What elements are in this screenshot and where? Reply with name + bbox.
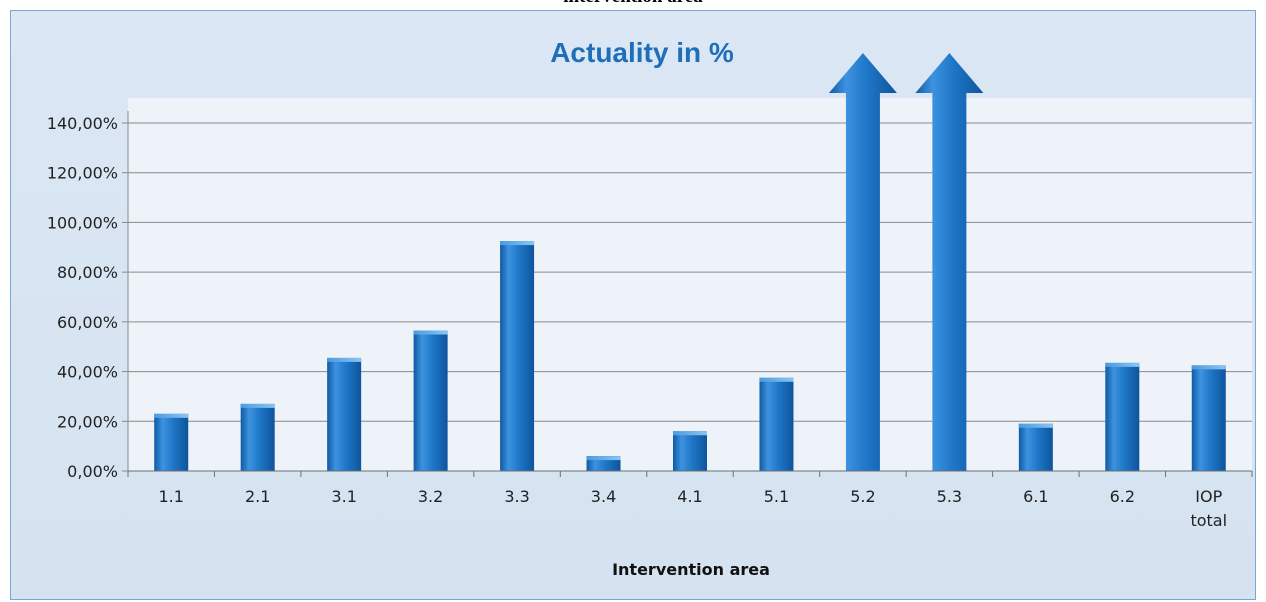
y-tick-label: 100,00%: [47, 213, 118, 232]
bar-cap: [154, 413, 189, 418]
bar-arrow-5.3: [915, 53, 984, 471]
bar-cap: [1191, 365, 1226, 370]
bar-6.1: [1018, 423, 1053, 471]
x-tick-label: 2.1: [245, 487, 270, 506]
page-caption: intervention area: [0, 0, 1266, 8]
chart-title: Actuality in %: [550, 37, 734, 68]
y-tick-label: 20,00%: [57, 412, 118, 431]
y-tick-label: 140,00%: [47, 114, 118, 133]
bar-cap: [1018, 423, 1053, 428]
x-axis-title: Intervention area: [612, 560, 770, 579]
x-tick-label: 6.2: [1110, 487, 1135, 506]
bar-4.1: [673, 431, 707, 471]
x-tick-label: 3.2: [418, 487, 443, 506]
x-tick-label: 3.3: [504, 487, 529, 506]
x-tick-label: 5.2: [850, 487, 875, 506]
x-tick-label: IOP total: [1190, 487, 1227, 530]
y-axis-ticks: 0,00% 20,00% 40,00% 60,00% 80,00% 100,00% 120,…: [47, 114, 128, 481]
bar-chart: 0,00% 20,00% 40,00% 60,00% 80,00% 100,00% 120,…: [47, 37, 1253, 579]
plot-area: [128, 98, 1252, 471]
bar-cap: [1105, 362, 1140, 367]
bar-1.1: [154, 413, 189, 471]
y-tick-label: 0,00%: [67, 462, 118, 481]
x-tick-label: 1.1: [159, 487, 184, 506]
bar-5.1: [759, 377, 794, 471]
bar-cap: [240, 403, 275, 408]
bar-3.3: [500, 241, 535, 471]
x-axis-ticks: 1.1 2.1 3.1 3.2 3.3 3.4 4.1 5.1 5.2 5.3 6.1 6.2 IOP t…: [127, 470, 1253, 530]
y-tick-label: 120,00%: [47, 164, 118, 183]
bar-cap: [673, 431, 707, 436]
chart-frame: 0,00% 20,00% 40,00% 60,00% 80,00% 100,00% 120,…: [10, 10, 1256, 600]
y-tick-label: 40,00%: [57, 363, 118, 382]
y-tick-label: 60,00%: [57, 313, 118, 332]
bar-cap: [586, 456, 621, 461]
grid-lines: [127, 111, 1252, 472]
x-tick-label: 3.4: [591, 487, 616, 506]
bar-2.1: [240, 403, 275, 471]
x-tick-label: 5.1: [764, 487, 789, 506]
x-tick-label: 6.1: [1023, 487, 1048, 506]
bar-arrow-5.2: [828, 53, 897, 471]
bars: [154, 53, 1226, 471]
x-tick-label: 5.3: [937, 487, 962, 506]
bar-3.1: [327, 357, 362, 471]
bar-cap: [500, 241, 535, 246]
bar-IOP-total: [1191, 365, 1226, 471]
x-tick-label: 4.1: [677, 487, 702, 506]
bar-cap: [413, 330, 448, 335]
x-tick-label: 3.1: [331, 487, 356, 506]
bar-cap: [327, 357, 362, 362]
bar-3.2: [413, 330, 448, 471]
bar-cap: [759, 377, 794, 382]
y-tick-label: 80,00%: [57, 263, 118, 282]
bar-6.2: [1105, 362, 1140, 471]
